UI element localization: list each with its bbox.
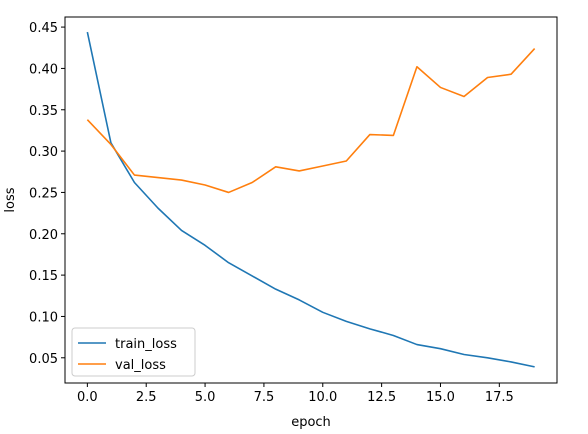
y-tick-label: 0.40 (29, 62, 58, 77)
y-tick-label: 0.45 (29, 21, 58, 36)
x-tick-label: 17.5 (485, 390, 514, 405)
x-tick-label: 7.5 (254, 390, 275, 405)
x-tick-label: 2.5 (136, 390, 157, 405)
y-axis: 0.05 0.10 0.15 0.20 0.25 0.30 0.35 0.40 0.45 (29, 21, 65, 367)
y-tick-label: 0.35 (29, 104, 58, 119)
legend: train_loss val_loss (71, 327, 196, 377)
y-tick-label: 0.05 (29, 352, 58, 367)
series-layer (86, 31, 536, 368)
x-tick-label: 12.5 (367, 390, 396, 405)
axes-frame (64, 16, 558, 384)
x-axis-label: epoch (291, 415, 331, 430)
y-tick-label: 0.15 (29, 269, 58, 284)
y-tick-label: 0.25 (29, 186, 58, 201)
x-tick-label: 10.0 (308, 390, 337, 405)
y-tick-label: 0.30 (29, 145, 58, 160)
x-tick-label: 0.0 (77, 390, 98, 405)
legend-label: train_loss (115, 337, 177, 352)
series-line-train-loss (86, 31, 535, 368)
x-tick-label: 5.0 (195, 390, 216, 405)
x-axis: 0.0 2.5 5.0 7.5 10.0 12.5 15.0 17.5 (77, 383, 514, 405)
y-tick-label: 0.20 (29, 228, 58, 243)
series-line-val-loss (86, 48, 536, 194)
x-tick-label: 15.0 (426, 390, 455, 405)
y-axis-label: loss (3, 187, 18, 212)
legend-label: val_loss (115, 358, 166, 373)
y-tick-label: 0.10 (29, 310, 58, 325)
